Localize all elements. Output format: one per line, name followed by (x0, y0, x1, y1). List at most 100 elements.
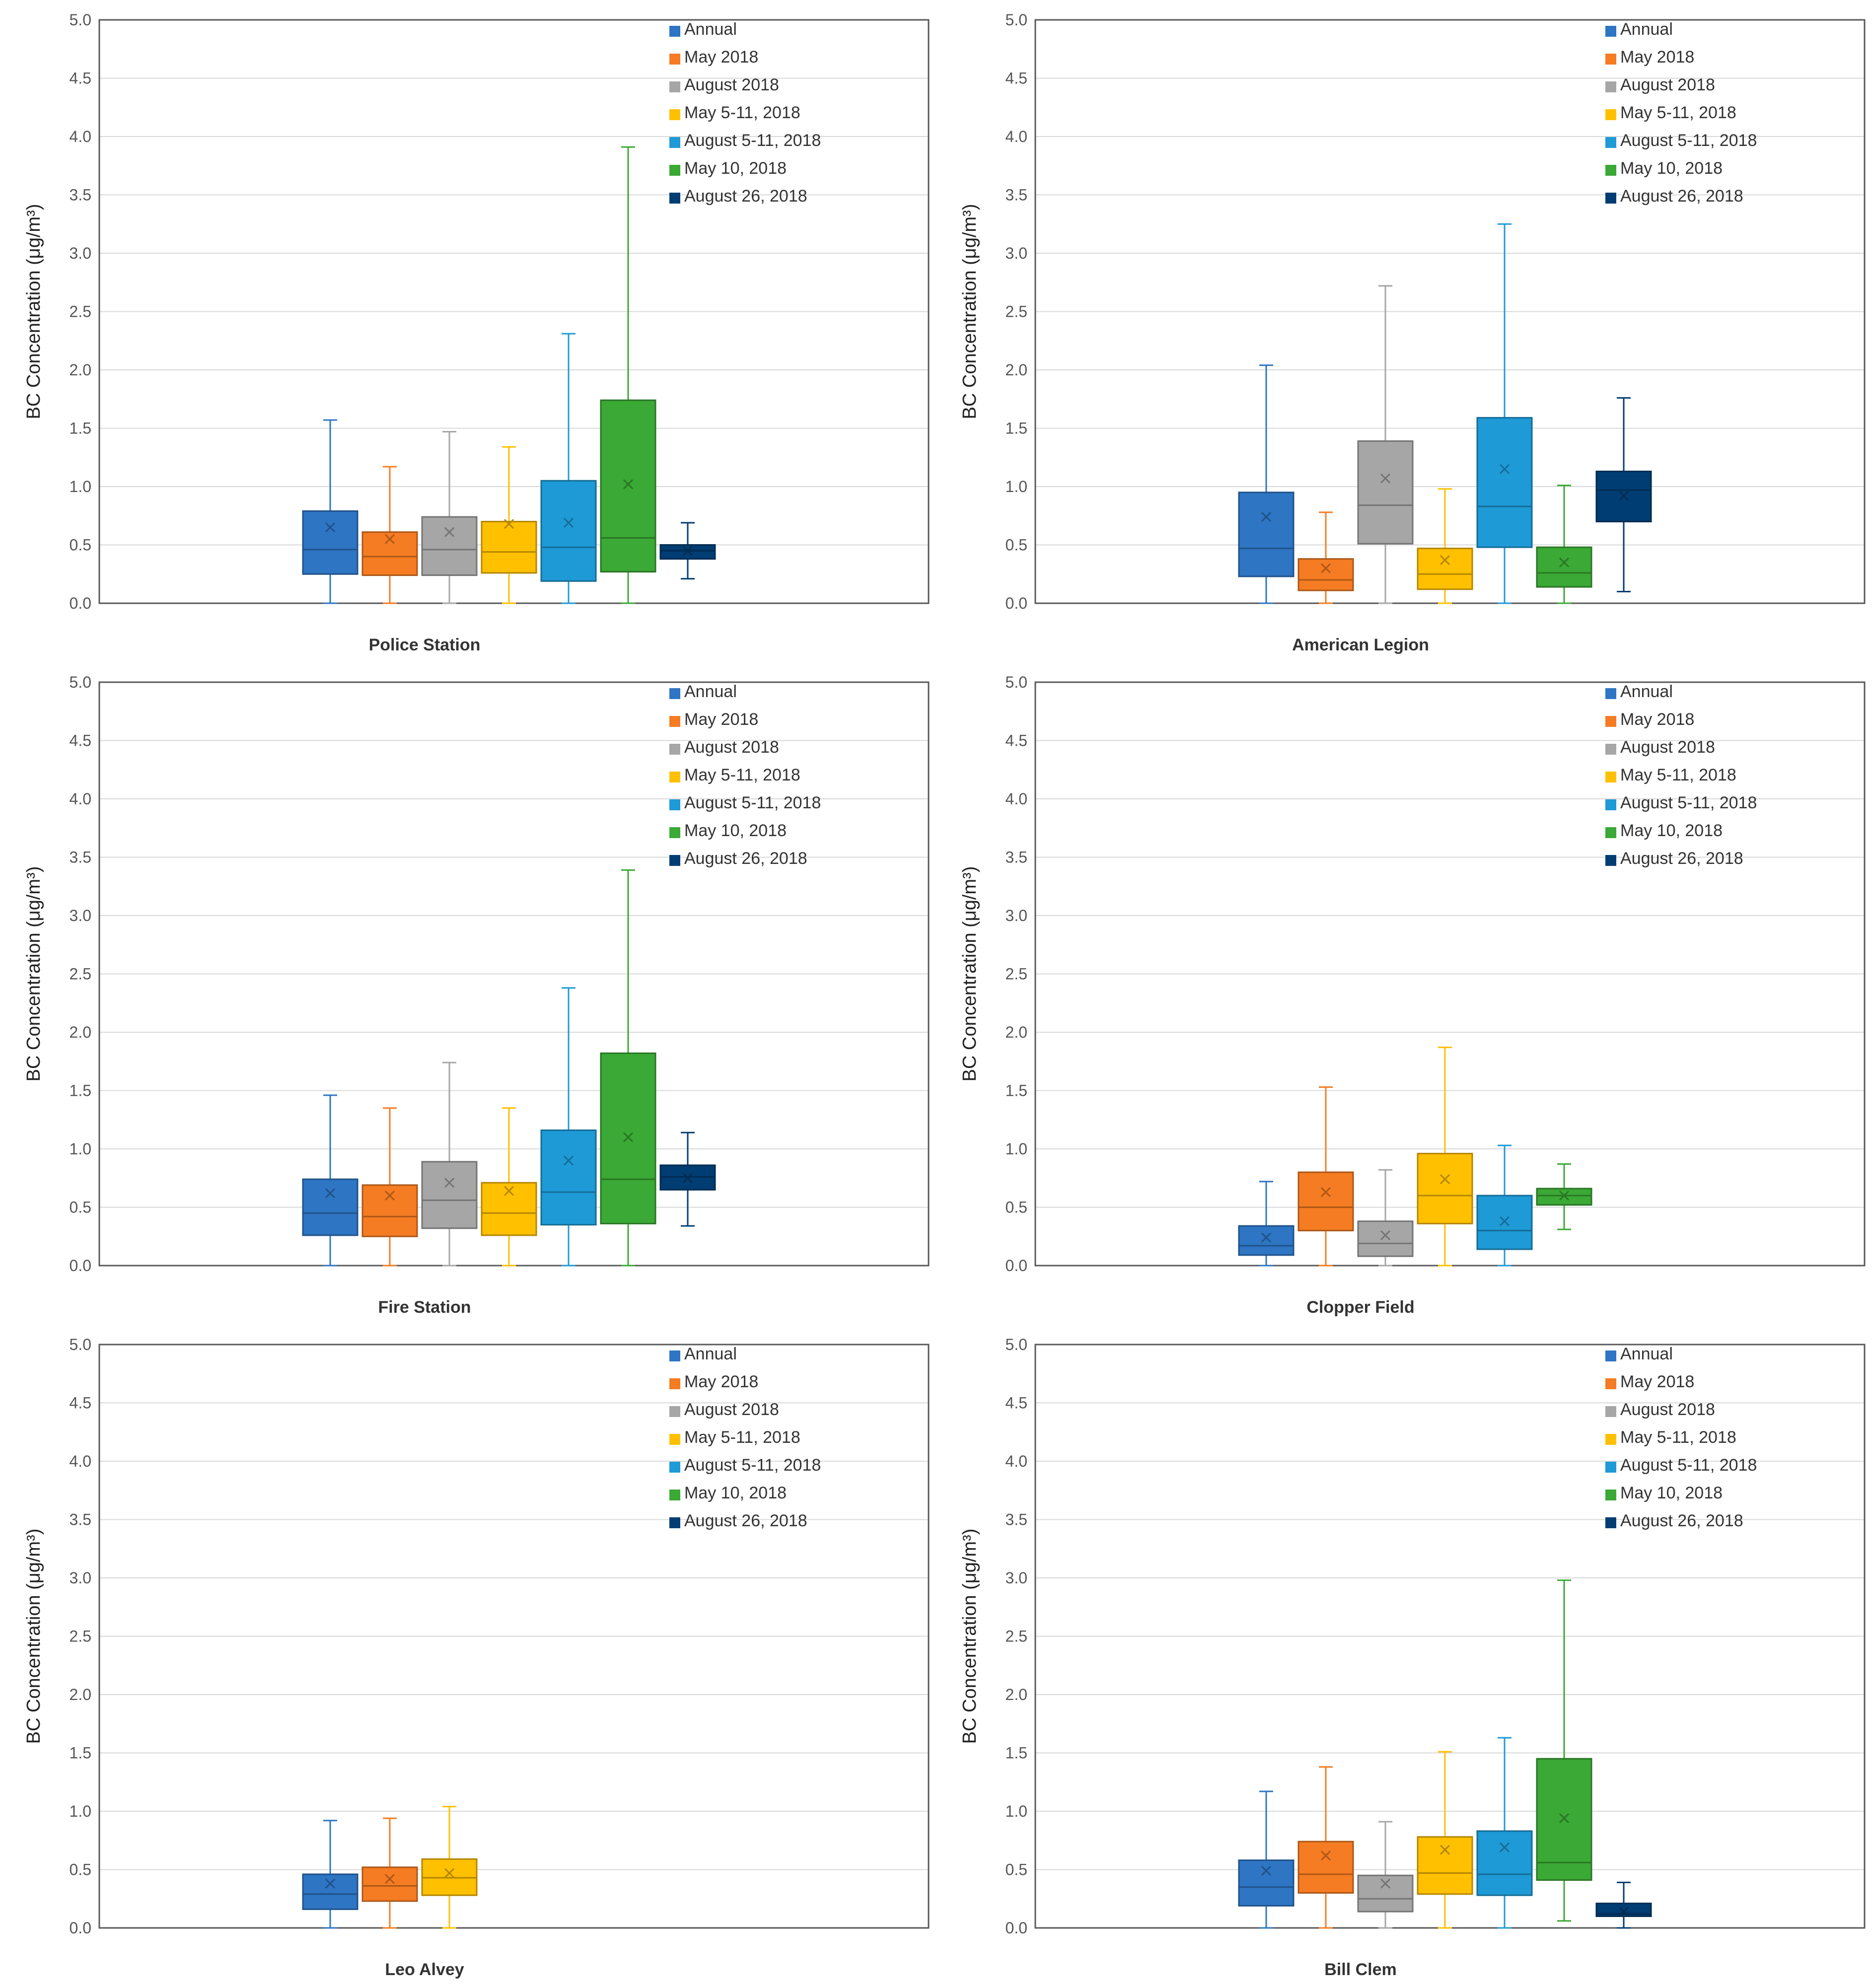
y-tick-label: 1.5 (1006, 420, 1027, 437)
box-iqr (1417, 1152, 1473, 1224)
legend-label: August 26, 2018 (684, 849, 807, 868)
y-tick-label: 2.0 (70, 1023, 91, 1041)
y-tick-label: 4.0 (1006, 128, 1027, 145)
chart-panel-police-station: 0.0 0.5 1.0 1.5 2.0 2.5 3.0 3.5 4.0 4.5 5.0 BC Conc… (23, 11, 930, 654)
chart-panel-bill-clem: 0.0 0.5 1.0 1.5 2.0 2.5 3.0 3.5 4.0 4.5 5.0 BC Conc… (959, 1336, 1866, 1979)
box-may-2018 (361, 466, 418, 604)
mean-marker (1320, 1850, 1331, 1861)
chart-panel-clopper-field: 0.0 0.5 1.0 1.5 2.0 2.5 3.0 3.5 4.0 4.5 5.0 BC Conc… (959, 673, 1866, 1317)
y-tick-label: 1.0 (70, 1140, 91, 1158)
y-tick-label: 4.0 (1006, 1452, 1027, 1470)
y-tick-label: 3.0 (70, 907, 91, 924)
box-annual (1238, 1181, 1295, 1267)
legend-label: August 2018 (684, 75, 779, 94)
y-tick-label: 4.5 (1006, 1394, 1027, 1412)
legend-swatch (1605, 193, 1616, 204)
box-iqr (1297, 558, 1354, 591)
mean-marker (1261, 1865, 1272, 1876)
box-may-5-11-2018 (1417, 1047, 1473, 1267)
legend-swatch (669, 799, 680, 810)
mean-marker (384, 534, 395, 544)
mean-marker (1440, 555, 1450, 566)
legend: Annual May 2018 August 2018 May 5-11, 2018 A… (1605, 682, 1757, 868)
legend-label: May 10, 2018 (684, 159, 787, 178)
y-tick-label: 2.0 (70, 1686, 91, 1704)
legend-label: May 10, 2018 (1620, 821, 1723, 840)
y-tick-label: 0.0 (1006, 594, 1027, 612)
box-may-2018 (1297, 511, 1354, 604)
legend-swatch (669, 1378, 680, 1389)
y-tick-label: 4.5 (1006, 70, 1027, 87)
box-may-5-11-2018 (421, 1806, 478, 1929)
legend-swatch (669, 855, 680, 866)
legend-swatch (669, 1350, 680, 1361)
box-august-5-11-2018 (540, 987, 597, 1267)
mean-marker (1559, 1190, 1570, 1201)
legend-swatch (669, 1462, 680, 1473)
legend-swatch (669, 1490, 680, 1500)
chart-title: Bill Clem (1324, 1960, 1396, 1979)
legend-swatch (669, 193, 680, 204)
legend-label: Annual (684, 682, 737, 701)
chart-title: American Legion (1292, 636, 1429, 654)
y-tick-label: 0.0 (70, 594, 91, 612)
box-iqr (1476, 1830, 1533, 1896)
legend-label: August 5-11, 2018 (684, 793, 821, 812)
y-tick-label: 5.0 (70, 11, 91, 29)
y-axis-label: BC Concentration (μg/m³) (23, 1529, 44, 1744)
legend-label: August 5-11, 2018 (1620, 793, 1757, 812)
box-iqr (1238, 1225, 1295, 1256)
legend-swatch (1605, 744, 1616, 755)
box-iqr (1357, 440, 1414, 545)
legend-swatch (1605, 54, 1616, 65)
legend-label: May 5-11, 2018 (684, 766, 800, 784)
legend-swatch (669, 26, 680, 37)
box-august-5-11-2018 (1476, 1737, 1533, 1929)
legend-label: May 10, 2018 (1620, 159, 1723, 178)
box-iqr (421, 516, 478, 576)
box-august-2018 (421, 1062, 478, 1267)
legend-label: August 26, 2018 (1620, 187, 1743, 206)
legend-label: August 5-11, 2018 (684, 131, 821, 150)
box-iqr (1536, 546, 1592, 588)
y-tick-label: 4.0 (1006, 790, 1027, 808)
legend-swatch (1605, 688, 1616, 699)
y-tick-label: 2.0 (1006, 361, 1027, 379)
mean-marker (1440, 1845, 1450, 1855)
mean-marker (444, 527, 455, 537)
box-august-5-11-2018 (540, 333, 597, 604)
y-tick-label: 2.5 (70, 303, 91, 321)
mean-marker (325, 522, 336, 533)
y-tick-label: 5.0 (70, 673, 91, 691)
y-tick-label: 0.5 (1006, 536, 1027, 554)
box-august-2018 (1357, 1169, 1414, 1267)
legend-swatch (1605, 716, 1616, 727)
legend-swatch (669, 827, 680, 838)
mean-marker (1499, 464, 1510, 474)
box-may-2018 (361, 1817, 418, 1929)
y-tick-label: 2.5 (1006, 1628, 1027, 1645)
legend-swatch (669, 1406, 680, 1417)
plot-frame (98, 1344, 930, 1929)
legend-label: May 10, 2018 (684, 821, 787, 840)
y-tick-label: 4.0 (70, 128, 91, 145)
box-may-2018 (1297, 1766, 1354, 1929)
legend-label: Annual (1620, 1345, 1673, 1363)
y-tick-label: 2.0 (1006, 1023, 1027, 1041)
y-tick-label: 1.5 (70, 1082, 91, 1100)
box-iqr (540, 1129, 597, 1226)
box-iqr (302, 1178, 359, 1236)
y-tick-label: 5.0 (1006, 11, 1027, 29)
box-annual (1238, 364, 1295, 604)
legend: Annual May 2018 August 2018 May 5-11, 2018 A… (669, 20, 821, 206)
legend-swatch (669, 81, 680, 92)
box-may-5-11-2018 (1417, 488, 1473, 604)
legend-label: August 26, 2018 (684, 187, 807, 206)
legend-swatch (1605, 1350, 1616, 1361)
y-tick-label: 0.5 (70, 1861, 91, 1879)
box-august-26-2018 (1595, 1881, 1652, 1929)
y-tick-label: 1.5 (70, 1744, 91, 1762)
legend-swatch (669, 137, 680, 148)
legend-label: Annual (684, 1345, 737, 1363)
box-august-26-2018 (659, 1132, 716, 1227)
